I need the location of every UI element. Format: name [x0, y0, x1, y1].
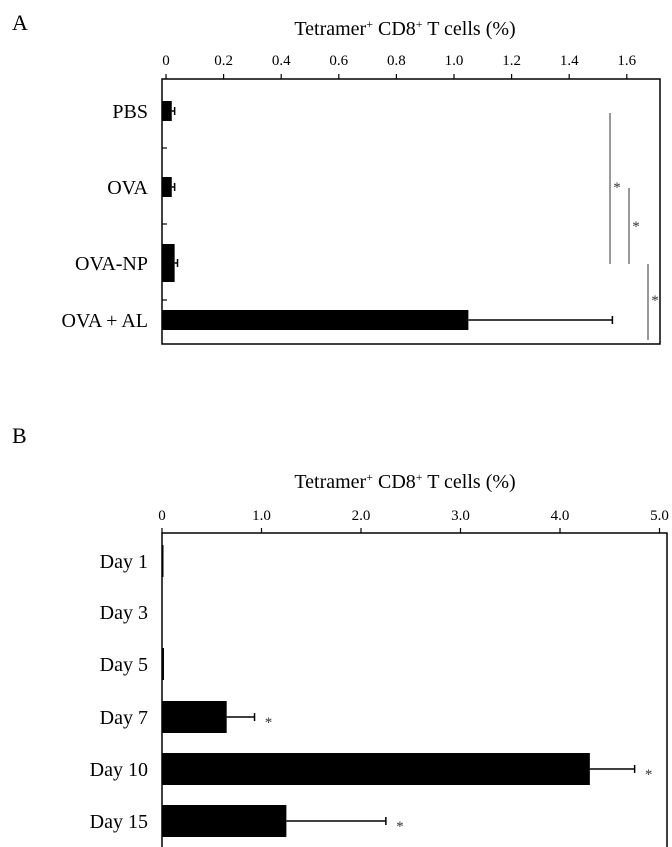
- panel-a-x-tick-label: 0.6: [329, 53, 348, 69]
- panel-a-bar: [162, 310, 469, 330]
- panel-a-x-tick-label: 0.8: [387, 53, 406, 69]
- panel-a-x-tick-label: 1.0: [445, 53, 464, 69]
- panel-b-x-tick-label: 5.0: [650, 508, 669, 524]
- panel-a: A Tetramer+ CD8+ T cells (%) 0 0.2 0.4 0.6 0.8…: [12, 10, 661, 345]
- panel-b-x-tick-label: 1.0: [252, 508, 271, 524]
- panel-b-bar: [162, 805, 287, 837]
- panel-b-bar: [162, 753, 590, 785]
- panel-b-category-label: Day 3: [100, 602, 148, 624]
- panel-a-category-label: PBS: [112, 101, 148, 123]
- panel-a-bar: [162, 244, 175, 282]
- panel-b-category-label: Day 5: [100, 654, 148, 676]
- panel-b-x-tick-label: 3.0: [451, 508, 470, 524]
- panel-b-letter: B: [12, 423, 27, 448]
- panel-b-bar: [162, 648, 164, 680]
- panel-b-x-tick-label: 4.0: [551, 508, 570, 524]
- panel-b-significance-star: *: [396, 819, 404, 835]
- panel-b-x-tick-label: 0: [158, 508, 166, 524]
- panel-a-x-tick-label: 0.2: [214, 53, 233, 69]
- panel-b: B Tetramer+ CD8+ T cells (%) 0 1.0 2.0 3.0 4.0…: [12, 423, 669, 847]
- panel-b-axis-title: Tetramer+ CD8+ T cells (%): [294, 470, 515, 493]
- panel-a-bar: [162, 101, 172, 121]
- panel-a-axis-title: Tetramer+ CD8+ T cells (%): [294, 17, 515, 40]
- panel-b-bar: [162, 701, 227, 733]
- panel-a-x-tick-label: 0: [162, 53, 170, 69]
- panel-b-significance-star: *: [265, 715, 273, 731]
- panel-a-bar: [162, 177, 172, 197]
- panel-a-significance-star: *: [613, 180, 621, 196]
- panel-b-category-label: Day 15: [90, 811, 148, 833]
- panel-a-plot-frame: [161, 78, 661, 345]
- panel-a-significance-star: *: [632, 219, 640, 235]
- panel-a-category-label: OVA: [107, 177, 148, 199]
- panel-a-category-label: OVA + AL: [62, 310, 148, 332]
- panel-a-x-tick-label: 1.4: [560, 53, 579, 69]
- panel-a-significance-star: *: [651, 293, 659, 309]
- panel-b-plot-frame: [161, 532, 668, 847]
- panel-b-category-label: Day 1: [100, 551, 148, 573]
- panel-b-significance-star: *: [645, 767, 653, 783]
- panel-b-bar: [162, 545, 164, 577]
- panel-b-category-label: Day 7: [100, 707, 148, 729]
- panel-a-letter: A: [12, 10, 28, 35]
- panel-a-x-tick-label: 0.4: [272, 53, 291, 69]
- panel-a-category-label: OVA-NP: [75, 253, 148, 275]
- panel-b-category-label: Day 10: [90, 759, 148, 781]
- panel-b-x-tick-label: 2.0: [352, 508, 371, 524]
- panel-a-x-tick-label: 1.2: [502, 53, 521, 69]
- panel-a-x-tick-label: 1.6: [617, 53, 636, 69]
